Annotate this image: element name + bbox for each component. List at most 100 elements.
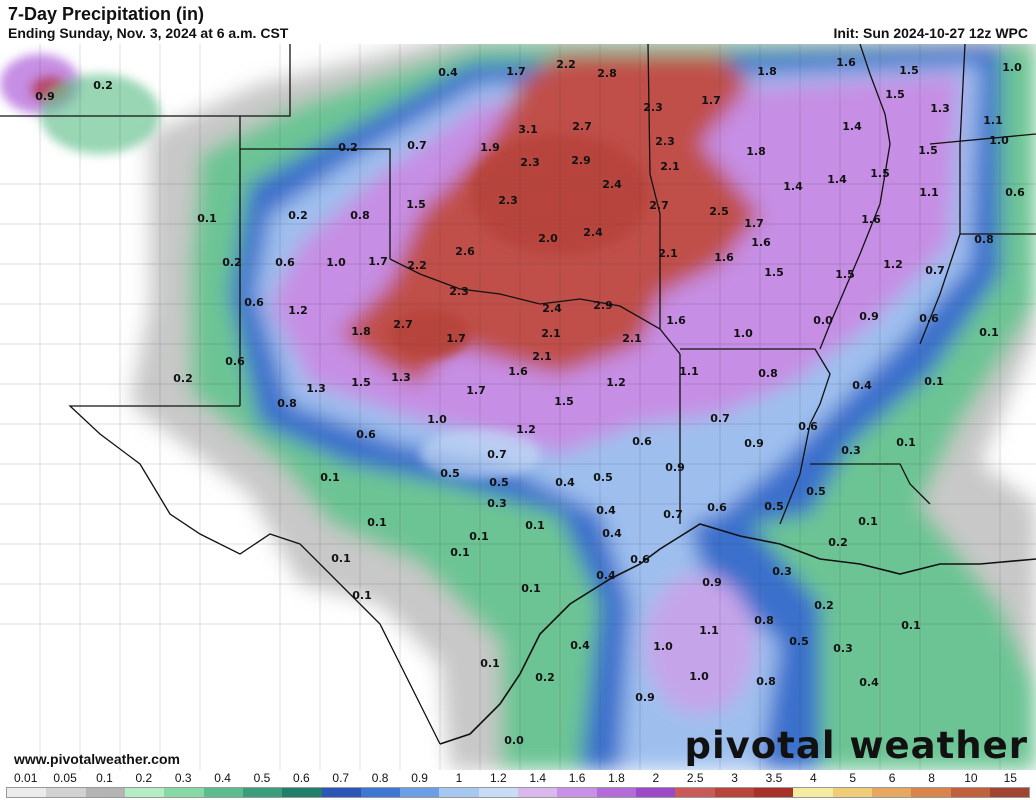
state-borders	[0, 44, 1036, 745]
precip-value-label: 0.9	[35, 90, 55, 103]
precip-value-label: 2.3	[520, 156, 540, 169]
legend-swatch	[400, 788, 440, 797]
legend-swatch	[989, 788, 1030, 797]
precip-value-label: 2.5	[709, 205, 729, 218]
precip-detail	[0, 54, 650, 479]
precip-value-label: 0.8	[758, 367, 778, 380]
website-url[interactable]: www.pivotalweather.com	[14, 751, 180, 767]
precip-value-label: 0.6	[356, 428, 376, 441]
precip-value-label: 0.4	[852, 379, 872, 392]
legend-label: 0.2	[135, 771, 153, 785]
precip-value-label: 0.1	[331, 552, 351, 565]
precip-value-label: 0.8	[350, 209, 370, 222]
precip-value-label: 1.1	[699, 624, 719, 637]
precip-value-label: 1.6	[751, 236, 771, 249]
precip-value-label: 0.3	[833, 642, 853, 655]
precip-value-label: 1.2	[516, 423, 536, 436]
precip-value-label: 0.1	[924, 375, 944, 388]
legend-swatch	[557, 788, 597, 797]
precip-value-label: 2.7	[393, 318, 413, 331]
legend-swatch	[478, 788, 519, 797]
precipitation-map: 0.9 0.2 0.4 1.7 2.2 2.8 1.8 1.6 1.5 1.0 2.3 1.7 1.5 1…	[0, 44, 1036, 770]
legend-label: 0.6	[293, 771, 310, 785]
precip-value-label: 0.0	[813, 314, 833, 327]
precip-value-label: 0.4	[570, 639, 590, 652]
precip-value-label: 0.6	[244, 296, 264, 309]
precip-value-label: 0.1	[469, 530, 489, 543]
legend-label: 4	[810, 771, 817, 785]
precip-value-label: 0.2	[535, 671, 555, 684]
precip-value-label: 2.3	[449, 285, 469, 298]
legend-label: 0.8	[371, 771, 389, 785]
precip-value-label: 2.3	[643, 101, 663, 114]
value-labels: 0.9 0.2 0.4 1.7 2.2 2.8 1.8 1.6 1.5 1.0 2.3 1.7 1.5 1…	[35, 56, 1025, 747]
legend-label: 0.7	[332, 771, 350, 785]
legend-label: 0.9	[411, 771, 428, 785]
precip-value-label: 2.8	[597, 67, 617, 80]
precip-value-label: 0.2	[814, 599, 834, 612]
legend-label: 0.01	[14, 771, 38, 785]
legend-label: 3	[731, 771, 738, 785]
precip-value-label: 0.1	[896, 436, 916, 449]
precip-value-label: 1.8	[351, 325, 371, 338]
precip-value-label: 1.3	[391, 371, 411, 384]
precip-value-label: 2.7	[572, 120, 592, 133]
legend-swatch	[242, 788, 283, 797]
precip-value-label: 1.4	[827, 173, 847, 186]
precip-value-label: 0.7	[925, 264, 945, 277]
precip-value-label: 1.0	[1002, 61, 1022, 74]
legend-swatch	[203, 788, 243, 797]
precip-value-label: 3.1	[518, 123, 538, 136]
legend-label: 2	[652, 771, 660, 785]
precip-value-label: 0.7	[710, 412, 730, 425]
precip-value-label: 0.1	[480, 657, 500, 670]
legend-swatch	[518, 788, 558, 797]
precip-value-label: 1.5	[918, 144, 938, 157]
precip-value-label: 2.1	[532, 350, 552, 363]
precip-value-label: 1.3	[306, 382, 326, 395]
precip-value-label: 0.5	[489, 476, 509, 489]
precip-value-label: 0.1	[525, 519, 545, 532]
precip-value-label: 1.5	[899, 64, 919, 77]
brand-logo: pivotal weather	[684, 724, 1028, 767]
precip-value-label: 2.1	[658, 247, 678, 260]
precip-value-label: 1.5	[885, 88, 905, 101]
precip-value-label: 0.4	[859, 676, 879, 689]
legend-swatch	[124, 788, 165, 797]
precip-value-label: 0.6	[798, 420, 818, 433]
precip-value-label: 1.7	[466, 384, 486, 397]
precip-value-label: 0.6	[275, 256, 295, 269]
precip-value-label: 0.2	[828, 536, 848, 549]
precip-value-label: 0.5	[789, 635, 809, 648]
legend-label: 1	[455, 771, 463, 785]
valid-time: Ending Sunday, Nov. 3, 2024 at 6 a.m. CS…	[8, 25, 289, 41]
precip-value-label: 0.4	[602, 527, 622, 540]
legend-label: 0.05	[53, 771, 77, 785]
legend-label: 2.5	[686, 771, 704, 785]
legend-swatch	[950, 788, 990, 797]
legend-swatch	[360, 788, 401, 797]
precip-value-label: 1.5	[835, 268, 855, 281]
precip-value-label: 2.9	[593, 299, 613, 312]
precip-value-label: 1.1	[679, 365, 699, 378]
legend-label: 0.5	[253, 771, 271, 785]
precip-value-label: 0.5	[593, 471, 613, 484]
precip-value-label: 0.6	[1005, 186, 1025, 199]
legend-swatch	[871, 788, 912, 797]
precip-value-label: 0.9	[702, 576, 722, 589]
precip-value-label: 2.6	[455, 245, 475, 258]
precip-value-label: 1.7	[368, 255, 388, 268]
precip-value-label: 0.9	[635, 691, 655, 704]
precip-value-label: 0.7	[487, 448, 507, 461]
legend-label: 5	[849, 771, 857, 785]
precip-value-label: 2.1	[622, 332, 642, 345]
precip-value-label: 1.0	[689, 670, 709, 683]
precip-value-label: 2.2	[407, 259, 427, 272]
precip-value-label: 1.6	[861, 213, 881, 226]
precip-value-label: 0.2	[338, 141, 358, 154]
map-title: 7-Day Precipitation (in)	[8, 4, 205, 24]
precip-value-label: 1.0	[733, 327, 753, 340]
legend-label: 1.6	[568, 771, 586, 785]
precip-value-label: 1.5	[870, 167, 890, 180]
legend-swatch	[753, 788, 794, 797]
